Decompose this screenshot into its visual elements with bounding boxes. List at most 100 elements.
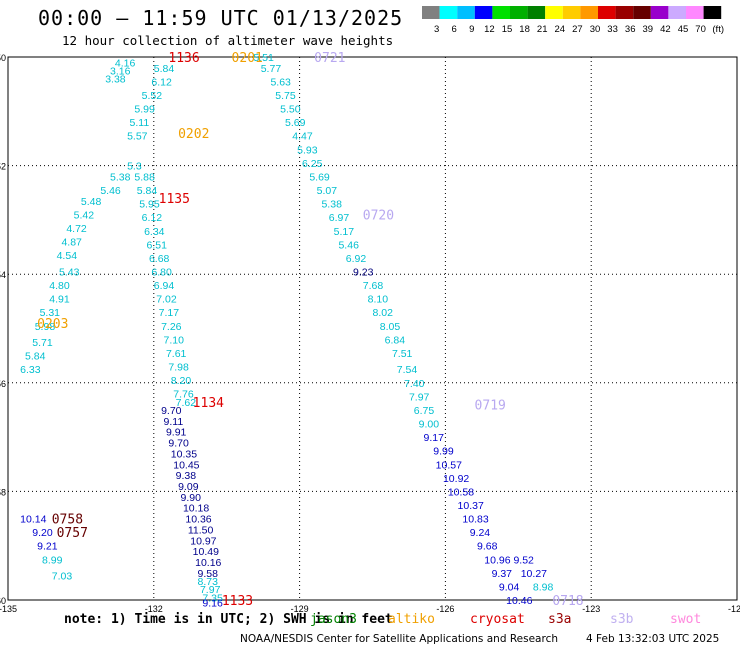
- map-subtitle: 12 hour collection of altimeter wave hei…: [62, 33, 394, 48]
- wave-height-value: 9.70: [168, 438, 189, 450]
- wave-height-value: 5.52: [142, 90, 163, 102]
- pass-time-label: 0201: [232, 51, 263, 66]
- wave-height-value: 10.45: [173, 459, 199, 471]
- legend-label: 27: [572, 24, 583, 35]
- satellite-label: cryosat: [470, 612, 525, 627]
- wave-height-value: 5.46: [338, 239, 359, 251]
- wave-height-value: 5.95: [139, 199, 160, 211]
- wave-height-value: 9.21: [37, 541, 58, 553]
- wave-height-value: 7.62: [176, 397, 197, 409]
- pass-time-label: 0757: [57, 526, 88, 541]
- legend-swatch: [439, 6, 458, 19]
- wave-height-value: 9.09: [178, 481, 199, 493]
- wave-height-value: 9.68: [477, 541, 498, 553]
- generated-timestamp: 4 Feb 13:32:03 UTC 2025: [586, 633, 720, 645]
- legend-swatch: [703, 6, 722, 19]
- lat-tick-label: -58: [0, 487, 6, 497]
- wave-height-value: 10.46: [506, 595, 532, 607]
- pass-time-label: 1134: [193, 396, 224, 411]
- legend-swatch: [615, 6, 634, 19]
- legend-label: (ft): [712, 24, 724, 35]
- credit-text: NOAA/NESDIS Center for Satellite Applica…: [240, 633, 558, 645]
- wave-height-value: 7.97: [200, 584, 221, 596]
- wave-height-value: 7.03: [52, 571, 73, 583]
- wave-height-value: 5.57: [127, 131, 148, 143]
- wave-height-value: 6.33: [20, 364, 41, 376]
- wave-height-value: 9.17: [424, 432, 445, 444]
- legend-label: 33: [607, 24, 618, 35]
- legend-swatch: [422, 6, 440, 19]
- wave-height-value: 4.91: [49, 294, 70, 306]
- wave-height-value: 9.52: [513, 554, 534, 566]
- wave-height-value: 5.11: [130, 117, 150, 129]
- wave-height-value: 5.98: [35, 321, 56, 333]
- lat-tick-label: -60: [0, 596, 6, 606]
- wave-height-value: 9.37: [492, 568, 513, 580]
- legend-swatch: [510, 6, 528, 19]
- legend-swatch: [474, 6, 493, 19]
- wave-height-value: 8.20: [171, 375, 192, 387]
- wave-height-value: 10.49: [193, 546, 219, 558]
- wave-height-value: 4.72: [66, 223, 87, 235]
- wave-height-value: 6.51: [147, 239, 168, 251]
- legend-label: 36: [625, 24, 636, 35]
- wave-height-value: 5.75: [275, 90, 296, 102]
- wave-height-value: 5.71: [32, 337, 53, 349]
- lon-tick-label: -132: [145, 604, 163, 612]
- wave-height-value: 5.99: [134, 104, 155, 116]
- legend-swatch: [527, 6, 546, 19]
- wave-height-value: 9.99: [433, 446, 454, 458]
- wave-height-value: 10.14: [20, 514, 46, 526]
- wave-height-value: 7.10: [164, 334, 185, 346]
- pass-time-label: 0718: [552, 594, 583, 609]
- wave-height-value: 6.68: [149, 253, 170, 265]
- wave-height-value: 3.16: [110, 66, 131, 78]
- wave-height-value: 10.36: [185, 514, 211, 526]
- wave-height-value: 7.61: [166, 348, 187, 360]
- legend-label: 45: [678, 24, 689, 35]
- satellite-label: jason3: [310, 612, 357, 627]
- wave-height-value: 9.91: [166, 427, 187, 439]
- wave-height-value: 5.31: [40, 307, 61, 319]
- pass-time-label: 0203: [37, 317, 68, 332]
- wave-height-value: 3.38: [105, 74, 126, 86]
- legend-label: 21: [537, 24, 548, 35]
- wave-height-value: 6.80: [151, 266, 172, 278]
- lat-tick-label: -56: [0, 379, 6, 389]
- wave-height-value: 5.69: [285, 117, 306, 129]
- satellite-label: swot: [670, 612, 702, 627]
- satellite-label: s3b: [610, 612, 634, 627]
- lon-tick-label: -120: [728, 604, 740, 612]
- wave-height-value: 9.90: [181, 492, 202, 504]
- satellite-label: altiko: [388, 612, 435, 627]
- wave-height-value: 9.20: [32, 527, 53, 539]
- wave-height-value: 4.16: [115, 57, 136, 69]
- wave-height-value: 9.04: [499, 581, 520, 593]
- legend-label: 24: [555, 24, 566, 35]
- legend-label: 6: [452, 24, 457, 35]
- pass-time-label: 1133: [222, 594, 253, 609]
- legend-swatch: [633, 6, 651, 19]
- wave-height-value: 9.23: [353, 266, 374, 278]
- wave-height-value: 9.70: [161, 405, 182, 417]
- pass-time-label: 0202: [178, 127, 209, 142]
- wave-height-value: 7.54: [397, 364, 418, 376]
- wave-height-value: 5.50: [280, 104, 301, 116]
- wave-height-value: 6.84: [385, 334, 406, 346]
- wave-height-value: 7.26: [161, 321, 182, 333]
- lon-tick-label: -126: [436, 604, 454, 612]
- wave-height-value: 5.46: [100, 185, 121, 197]
- legend-label: 39: [643, 24, 654, 35]
- legend-swatch: [562, 6, 581, 19]
- wave-height-value: 10.57: [436, 459, 462, 471]
- wave-height-value: 6.12: [151, 76, 172, 88]
- wave-height-value: 8.02: [373, 307, 394, 319]
- wave-height-value: 5.07: [317, 185, 338, 197]
- wave-height-value: 10.58: [448, 486, 474, 498]
- wave-height-value: 10.83: [462, 514, 488, 526]
- lat-tick-label: -52: [0, 162, 6, 172]
- legend-swatch: [650, 6, 669, 19]
- wave-height-value: 8.05: [380, 321, 401, 333]
- wave-height-value: 4.87: [61, 237, 82, 249]
- wave-height-value: 9.11: [164, 416, 184, 428]
